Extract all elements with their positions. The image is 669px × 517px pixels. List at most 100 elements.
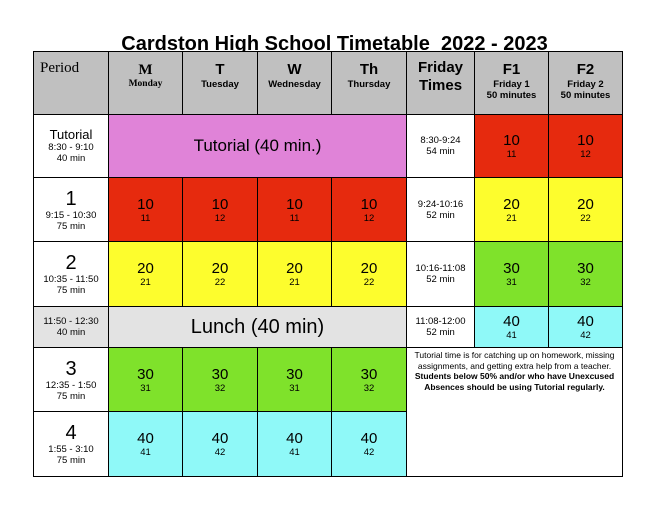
class-main: 30 [286, 365, 303, 383]
f2-line2: 50 minutes [560, 90, 611, 101]
tutorial-note: Tutorial time is for catching up on home… [406, 347, 623, 477]
f1-line2: 50 minutes [486, 90, 537, 101]
period-time: 8:30 - 9:10 [48, 142, 94, 153]
class-main: 20 [577, 195, 594, 213]
period-3: 3 12:35 - 1:50 75 min [33, 347, 109, 412]
class-cell: 10 12 [548, 114, 623, 178]
friday-time-cell: 9:24-10:16 52 min [406, 177, 475, 242]
period-label: 2 [65, 252, 77, 274]
day-letter: Th [359, 61, 379, 78]
class-cell: 10 11 [108, 177, 183, 242]
header-day-wednesday: W Wednesday [257, 51, 332, 115]
header-day-thursday: Th Thursday [331, 51, 407, 115]
class-sub: 12 [363, 212, 375, 224]
class-sub: 11 [289, 212, 300, 224]
friday-duration: 52 min [426, 327, 455, 338]
friday-times-label: Friday Times [417, 59, 463, 94]
class-cell: 10 11 [257, 177, 332, 242]
class-sub: 31 [289, 382, 300, 394]
class-sub: 42 [363, 447, 375, 458]
tutorial-block: Tutorial (40 min.) [108, 114, 407, 178]
day-letter: M [138, 62, 153, 78]
class-sub: 41 [506, 330, 517, 341]
friday-time-cell: 8:30-9:24 54 min [406, 114, 475, 178]
friday-duration: 54 min [426, 146, 455, 157]
class-sub: 22 [363, 277, 375, 288]
lunch-block: Lunch (40 min) [108, 306, 407, 348]
note-bold-text: Students below 50% and/or who have Unexc… [414, 371, 615, 392]
class-main: 30 [503, 260, 520, 277]
class-cell: 40 42 [182, 411, 258, 477]
class-main: 10 [137, 195, 154, 213]
class-cell: 10 12 [331, 177, 407, 242]
header-day-monday: M Monday [108, 51, 183, 115]
class-cell: 20 22 [548, 177, 623, 242]
class-sub: 31 [506, 277, 517, 288]
class-main: 40 [211, 430, 229, 447]
friday-time-cell: 10:16-11:08 52 min [406, 241, 475, 307]
period-time: 12:35 - 1:50 [45, 379, 97, 391]
class-main: 20 [137, 260, 154, 277]
period-label: 3 [65, 357, 77, 380]
period-label: 4 [65, 422, 77, 444]
class-cell: 10 11 [474, 114, 549, 178]
class-cell: 20 22 [331, 241, 407, 307]
class-main: 40 [137, 430, 154, 447]
period-time: 9:15 - 10:30 [45, 209, 97, 221]
header-period: Period [33, 51, 109, 115]
period-duration: 40 min [56, 153, 86, 164]
class-cell: 30 31 [108, 347, 183, 412]
class-sub: 42 [580, 330, 591, 341]
class-main: 20 [211, 260, 229, 277]
day-name: Monday [128, 79, 163, 89]
class-sub: 32 [214, 382, 226, 394]
day-name: Tuesday [201, 79, 239, 90]
header-day-tuesday: T Tuesday [182, 51, 258, 115]
friday-time: 11:08-12:00 [415, 316, 466, 327]
f2-letter: F2 [576, 61, 595, 78]
timetable: Period M Monday T Tuesday W Wednesday Th… [33, 51, 623, 477]
class-cell: 40 41 [474, 306, 549, 348]
f2-line1: Friday 2 [567, 79, 604, 90]
class-main: 10 [360, 195, 378, 213]
class-cell: 30 31 [257, 347, 332, 412]
f1-line1: Friday 1 [493, 79, 530, 90]
class-sub: 12 [214, 212, 226, 224]
class-cell: 30 32 [331, 347, 407, 412]
tutorial-block-label: Tutorial (40 min.) [193, 136, 322, 155]
class-cell: 20 22 [182, 241, 258, 307]
class-main: 20 [360, 260, 378, 277]
class-sub: 22 [580, 212, 591, 224]
class-cell: 30 31 [474, 241, 549, 307]
class-main: 30 [211, 365, 229, 383]
class-main: 10 [503, 132, 520, 149]
class-cell: 20 21 [257, 241, 332, 307]
class-sub: 21 [506, 212, 517, 224]
period-time: 1:55 - 3:10 [48, 444, 94, 455]
day-name: Wednesday [268, 79, 321, 90]
period-label: 1 [65, 187, 77, 210]
class-sub: 12 [580, 149, 591, 160]
period-duration: 75 min [56, 220, 86, 232]
period-1: 1 9:15 - 10:30 75 min [33, 177, 109, 242]
class-cell: 10 12 [182, 177, 258, 242]
class-sub: 11 [506, 149, 517, 160]
friday-duration: 52 min [426, 209, 455, 221]
class-main: 40 [360, 430, 378, 447]
period-time: 11:50 - 12:30 [43, 316, 99, 327]
header-f1: F1 Friday 1 50 minutes [474, 51, 549, 115]
lunch-block-label: Lunch (40 min) [190, 315, 325, 338]
period-duration: 75 min [56, 455, 86, 466]
day-name: Thursday [347, 79, 391, 90]
class-sub: 42 [214, 447, 226, 458]
class-cell: 40 42 [548, 306, 623, 348]
class-cell: 30 32 [182, 347, 258, 412]
period-label: Tutorial [49, 127, 93, 142]
period-duration: 75 min [56, 285, 86, 296]
friday-time: 9:24-10:16 [417, 198, 464, 210]
period-tutorial: Tutorial 8:30 - 9:10 40 min [33, 114, 109, 178]
class-main: 40 [577, 313, 594, 330]
class-main: 30 [360, 365, 378, 383]
class-sub: 22 [214, 277, 226, 288]
class-cell: 30 32 [548, 241, 623, 307]
